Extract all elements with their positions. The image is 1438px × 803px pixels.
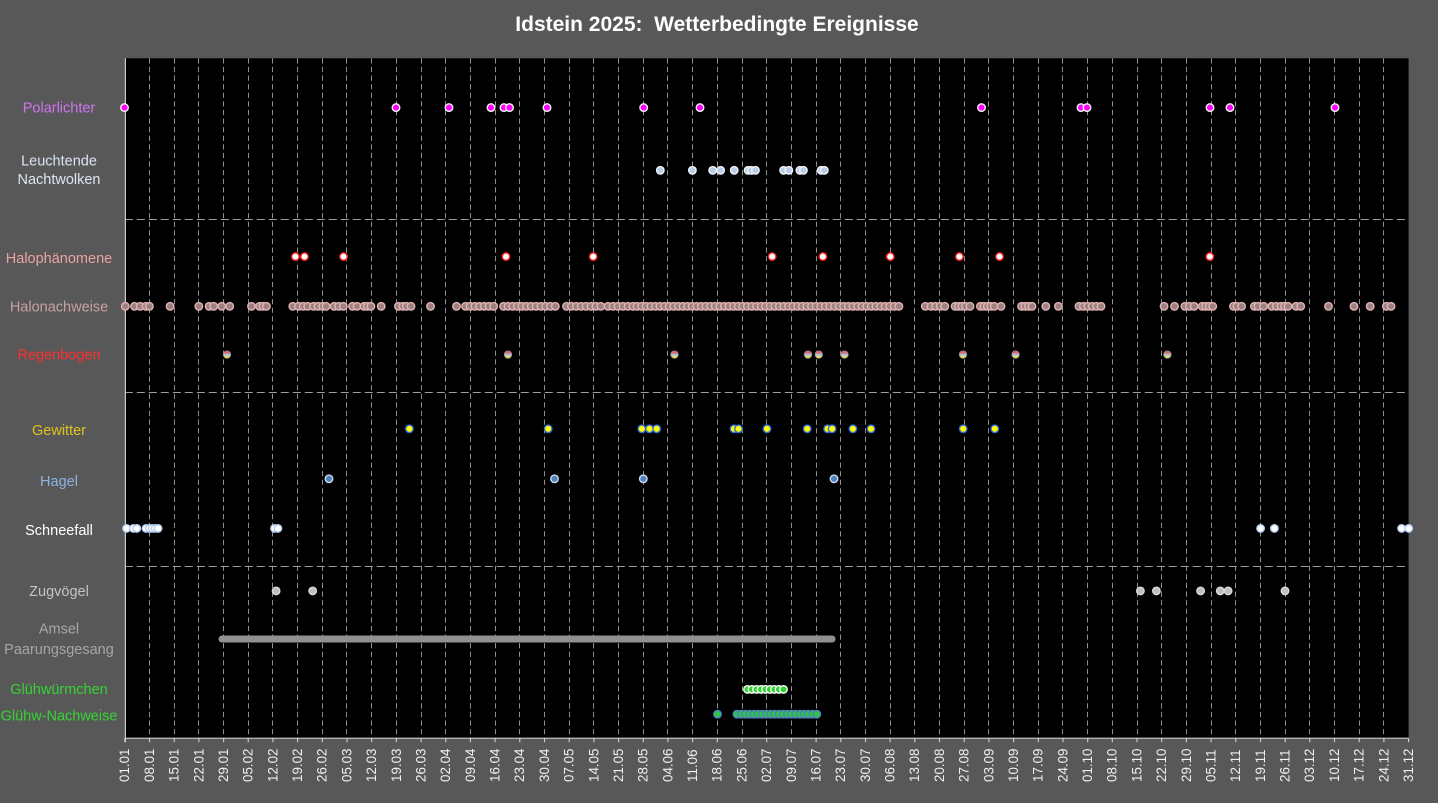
svg-text:23.07: 23.07 <box>833 748 848 782</box>
svg-text:Polarlichter: Polarlichter <box>23 101 96 117</box>
svg-text:02.07: 02.07 <box>759 748 774 782</box>
svg-text:17.09: 17.09 <box>1031 748 1046 782</box>
svg-text:Idstein 2025: Wetterbedingte: Idstein 2025: Wetterbedingte Ereignisse <box>515 13 918 36</box>
svg-text:Zugvögel: Zugvögel <box>29 584 89 600</box>
svg-text:23.04: 23.04 <box>512 748 527 782</box>
svg-text:29.01: 29.01 <box>216 748 231 782</box>
svg-text:Glühwürmchen: Glühwürmchen <box>10 682 108 698</box>
svg-text:09.04: 09.04 <box>463 748 478 782</box>
svg-text:27.08: 27.08 <box>957 748 972 782</box>
svg-text:28.05: 28.05 <box>636 748 651 782</box>
svg-text:15.01: 15.01 <box>167 748 182 782</box>
svg-text:12.03: 12.03 <box>364 748 379 782</box>
svg-text:Schneefall: Schneefall <box>25 523 93 539</box>
svg-text:05.02: 05.02 <box>241 748 256 782</box>
svg-text:19.03: 19.03 <box>389 748 404 782</box>
svg-text:Hagel: Hagel <box>40 474 78 490</box>
svg-text:30.04: 30.04 <box>537 748 552 782</box>
svg-text:12.11: 12.11 <box>1228 749 1243 782</box>
svg-text:03.09: 03.09 <box>981 748 996 782</box>
svg-text:30.07: 30.07 <box>858 748 873 782</box>
svg-text:03.12: 03.12 <box>1302 748 1317 782</box>
svg-text:13.08: 13.08 <box>907 748 922 782</box>
svg-text:06.08: 06.08 <box>883 748 898 782</box>
svg-text:19.11: 19.11 <box>1253 749 1268 782</box>
svg-text:24.09: 24.09 <box>1055 748 1070 782</box>
svg-text:07.05: 07.05 <box>562 748 577 782</box>
svg-text:Halophänomene: Halophänomene <box>6 251 112 267</box>
svg-text:11.06: 11.06 <box>685 749 700 782</box>
svg-text:02.04: 02.04 <box>438 748 453 782</box>
svg-text:Regenbogen: Regenbogen <box>17 348 100 364</box>
svg-text:22.10: 22.10 <box>1154 748 1169 782</box>
svg-text:24.12: 24.12 <box>1376 748 1391 782</box>
svg-text:21.05: 21.05 <box>611 748 626 782</box>
svg-text:Paarungsgesang: Paarungsgesang <box>4 642 114 658</box>
svg-text:01.01: 01.01 <box>117 748 132 782</box>
svg-text:Gewitter: Gewitter <box>32 423 86 439</box>
svg-text:17.12: 17.12 <box>1352 748 1367 782</box>
svg-text:01.10: 01.10 <box>1080 748 1095 782</box>
svg-text:Halonachweise: Halonachweise <box>10 299 108 315</box>
svg-text:19.02: 19.02 <box>290 748 305 782</box>
svg-text:14.05: 14.05 <box>586 748 601 782</box>
svg-text:16.04: 16.04 <box>488 748 503 782</box>
svg-text:09.07: 09.07 <box>784 748 799 782</box>
svg-text:05.11: 05.11 <box>1204 749 1219 782</box>
svg-text:29.10: 29.10 <box>1179 748 1194 782</box>
svg-text:25.06: 25.06 <box>734 748 749 782</box>
svg-text:05.03: 05.03 <box>339 748 354 782</box>
svg-text:08.10: 08.10 <box>1105 748 1120 782</box>
svg-text:26.03: 26.03 <box>414 748 429 782</box>
svg-text:08.01: 08.01 <box>142 748 157 782</box>
svg-text:16.07: 16.07 <box>809 748 824 782</box>
svg-text:Nachtwolken: Nachtwolken <box>17 172 100 188</box>
svg-text:04.06: 04.06 <box>660 748 675 782</box>
svg-text:10.09: 10.09 <box>1006 748 1021 782</box>
svg-text:Glühw-Nachweise: Glühw-Nachweise <box>1 709 118 725</box>
svg-text:Leuchtende: Leuchtende <box>21 153 97 169</box>
svg-text:31.12: 31.12 <box>1401 748 1416 782</box>
svg-text:20.08: 20.08 <box>932 748 947 782</box>
svg-text:18.06: 18.06 <box>710 748 725 782</box>
svg-text:12.02: 12.02 <box>265 748 280 782</box>
svg-text:22.01: 22.01 <box>191 748 206 782</box>
svg-text:Amsel: Amsel <box>39 621 79 637</box>
svg-text:10.12: 10.12 <box>1327 748 1342 782</box>
svg-text:26.02: 26.02 <box>315 748 330 782</box>
svg-text:15.10: 15.10 <box>1129 748 1144 782</box>
svg-text:26.11: 26.11 <box>1278 749 1293 782</box>
